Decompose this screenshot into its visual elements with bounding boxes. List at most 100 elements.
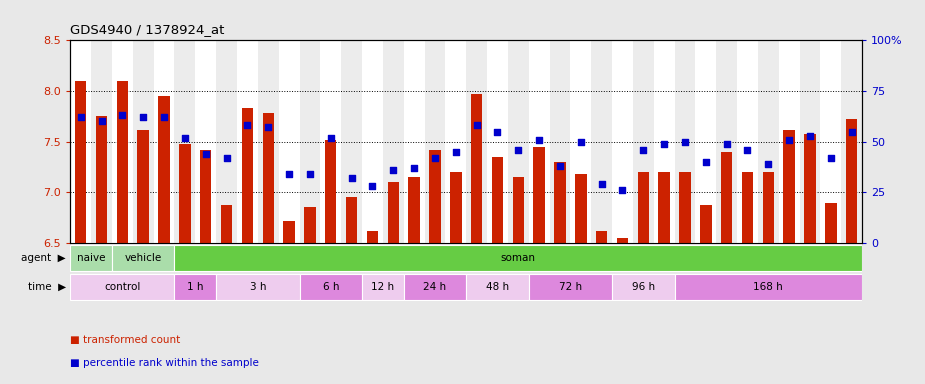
Point xyxy=(427,155,442,161)
Bar xyxy=(175,274,216,300)
Bar xyxy=(346,197,357,243)
Text: control: control xyxy=(105,282,141,292)
Bar xyxy=(779,40,799,243)
Point xyxy=(449,149,463,155)
Bar xyxy=(820,40,841,243)
Bar xyxy=(154,40,175,243)
Bar xyxy=(362,40,383,243)
Bar xyxy=(659,172,670,243)
Text: agent  ▶: agent ▶ xyxy=(21,253,66,263)
Bar xyxy=(138,129,149,243)
Bar xyxy=(112,40,133,243)
Bar xyxy=(534,147,545,243)
Bar xyxy=(612,274,674,300)
Bar xyxy=(799,40,820,243)
Point xyxy=(552,163,567,169)
Bar xyxy=(96,116,107,243)
Bar xyxy=(508,40,529,243)
Bar xyxy=(487,40,508,243)
Text: 72 h: 72 h xyxy=(559,282,582,292)
Point xyxy=(302,171,317,177)
Bar xyxy=(283,221,295,243)
Point xyxy=(511,147,525,153)
Bar xyxy=(388,182,399,243)
Text: ■ transformed count: ■ transformed count xyxy=(70,335,180,345)
Bar xyxy=(700,205,711,243)
Bar xyxy=(633,40,654,243)
Bar xyxy=(471,94,482,243)
Point xyxy=(594,181,609,187)
Bar xyxy=(366,231,378,243)
Point xyxy=(94,118,109,124)
Bar xyxy=(403,274,466,300)
Bar xyxy=(429,150,440,243)
Bar xyxy=(721,152,733,243)
Bar xyxy=(846,119,857,243)
Bar xyxy=(70,245,112,271)
Bar xyxy=(596,231,608,243)
Bar xyxy=(263,113,274,243)
Point xyxy=(490,129,505,135)
Bar xyxy=(679,172,691,243)
Bar xyxy=(216,40,237,243)
Point xyxy=(740,147,755,153)
Point xyxy=(657,141,672,147)
Text: naive: naive xyxy=(77,253,105,263)
Point xyxy=(386,167,401,173)
Text: ■ percentile rank within the sample: ■ percentile rank within the sample xyxy=(70,358,259,368)
Bar xyxy=(825,202,836,243)
Point xyxy=(324,134,339,141)
Point xyxy=(282,171,297,177)
Bar xyxy=(804,134,816,243)
Bar xyxy=(403,40,425,243)
Point xyxy=(803,132,818,139)
Text: 1 h: 1 h xyxy=(187,282,204,292)
Bar xyxy=(75,81,86,243)
Bar xyxy=(654,40,674,243)
Bar xyxy=(92,40,112,243)
Text: soman: soman xyxy=(500,253,536,263)
Bar xyxy=(300,40,320,243)
Bar xyxy=(737,40,758,243)
Point xyxy=(115,112,130,118)
Bar xyxy=(117,81,129,243)
Bar xyxy=(179,144,191,243)
Point xyxy=(615,187,630,194)
Bar xyxy=(450,172,462,243)
Text: GDS4940 / 1378924_at: GDS4940 / 1378924_at xyxy=(70,23,225,36)
Bar xyxy=(300,274,362,300)
Text: vehicle: vehicle xyxy=(125,253,162,263)
Point xyxy=(261,124,276,131)
Bar xyxy=(341,40,362,243)
Point xyxy=(178,134,192,141)
Bar xyxy=(492,157,503,243)
Bar xyxy=(466,40,487,243)
Bar xyxy=(425,40,445,243)
Bar xyxy=(617,238,628,243)
Bar xyxy=(408,177,420,243)
Bar xyxy=(70,274,175,300)
Bar xyxy=(783,129,795,243)
Bar xyxy=(445,40,466,243)
Text: 12 h: 12 h xyxy=(371,282,394,292)
Bar xyxy=(466,274,529,300)
Text: 48 h: 48 h xyxy=(486,282,509,292)
Bar xyxy=(575,174,586,243)
Bar xyxy=(237,40,258,243)
Point xyxy=(761,161,776,167)
Text: 96 h: 96 h xyxy=(632,282,655,292)
Point xyxy=(407,165,422,171)
Bar xyxy=(258,40,278,243)
Bar xyxy=(512,177,524,243)
Text: 24 h: 24 h xyxy=(424,282,447,292)
Bar xyxy=(70,40,92,243)
Point xyxy=(782,137,796,143)
Bar xyxy=(571,40,591,243)
Bar xyxy=(362,274,403,300)
Text: time  ▶: time ▶ xyxy=(28,282,66,292)
Point xyxy=(344,175,359,181)
Bar xyxy=(175,40,195,243)
Bar xyxy=(674,274,862,300)
Text: 3 h: 3 h xyxy=(250,282,266,292)
Point xyxy=(219,155,234,161)
